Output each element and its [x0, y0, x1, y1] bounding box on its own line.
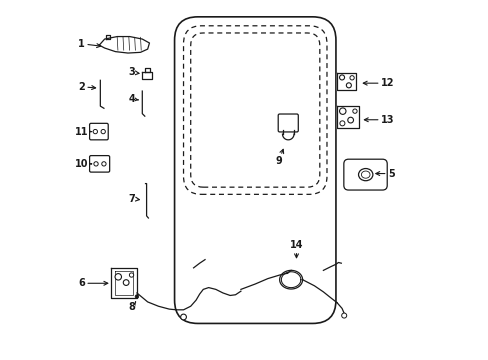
Circle shape — [123, 280, 129, 285]
Text: 6: 6 — [78, 278, 107, 288]
Text: 7: 7 — [128, 194, 139, 204]
Circle shape — [93, 130, 97, 134]
Circle shape — [339, 108, 346, 114]
Circle shape — [352, 109, 356, 113]
Text: 2: 2 — [78, 82, 96, 92]
Circle shape — [94, 162, 98, 166]
Circle shape — [135, 295, 139, 298]
Circle shape — [102, 162, 106, 166]
Text: 12: 12 — [363, 78, 394, 88]
Polygon shape — [99, 37, 149, 53]
Circle shape — [341, 313, 346, 318]
Circle shape — [339, 75, 344, 80]
Text: 4: 4 — [128, 94, 138, 104]
Polygon shape — [336, 106, 359, 129]
Circle shape — [101, 130, 105, 134]
Circle shape — [129, 273, 133, 277]
Circle shape — [115, 274, 121, 280]
Text: 11: 11 — [75, 127, 91, 136]
Ellipse shape — [361, 171, 369, 178]
Circle shape — [346, 83, 351, 88]
Polygon shape — [111, 267, 137, 298]
Circle shape — [349, 76, 353, 80]
Circle shape — [339, 121, 344, 126]
Text: 9: 9 — [275, 149, 283, 166]
Text: 10: 10 — [75, 159, 91, 169]
Circle shape — [180, 314, 186, 320]
Text: 14: 14 — [289, 240, 303, 258]
Polygon shape — [142, 72, 152, 78]
FancyBboxPatch shape — [343, 159, 386, 190]
FancyBboxPatch shape — [89, 123, 108, 140]
Text: 1: 1 — [78, 39, 101, 49]
Circle shape — [347, 117, 353, 123]
Polygon shape — [336, 73, 356, 90]
FancyBboxPatch shape — [89, 156, 109, 172]
Text: 5: 5 — [375, 168, 394, 179]
FancyBboxPatch shape — [278, 114, 298, 132]
Ellipse shape — [358, 168, 372, 181]
Text: 3: 3 — [128, 67, 139, 77]
Text: 8: 8 — [128, 302, 135, 312]
Text: 13: 13 — [364, 115, 394, 125]
